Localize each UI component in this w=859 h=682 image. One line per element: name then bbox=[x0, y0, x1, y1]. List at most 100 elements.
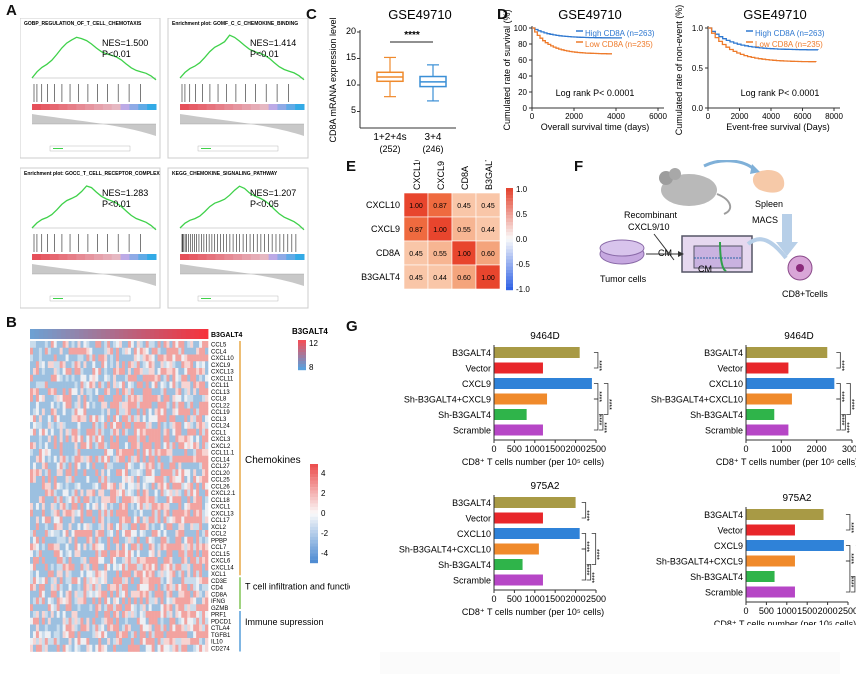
heat-cell bbox=[62, 644, 66, 652]
group2-n: (246) bbox=[422, 144, 443, 154]
heat-cell bbox=[145, 401, 149, 409]
heat-cell bbox=[142, 422, 146, 430]
heat-cell bbox=[199, 557, 203, 565]
heat-cell bbox=[68, 361, 72, 369]
corr-value: 0.60 bbox=[481, 251, 495, 258]
heat-cell bbox=[181, 489, 185, 497]
heat-cell bbox=[178, 617, 182, 625]
heat-cell bbox=[53, 530, 57, 538]
heat-cell bbox=[71, 455, 75, 463]
heat-cell bbox=[193, 543, 197, 551]
heat-cell bbox=[74, 509, 78, 517]
rank-bar-cell bbox=[94, 254, 104, 260]
heat-cell bbox=[53, 455, 57, 463]
heat-cell bbox=[62, 455, 66, 463]
heat-cell bbox=[71, 597, 75, 605]
heat-cell bbox=[113, 381, 117, 389]
heat-cell bbox=[62, 509, 66, 517]
heat-cell bbox=[199, 577, 203, 585]
heat-cell bbox=[107, 401, 111, 409]
heat-cell bbox=[166, 354, 170, 362]
heat-cell bbox=[169, 476, 173, 484]
heat-cell bbox=[80, 644, 84, 652]
heat-cell bbox=[83, 536, 87, 544]
heat-cell bbox=[68, 557, 72, 565]
heat-cell bbox=[190, 388, 194, 396]
heat-cell bbox=[160, 536, 164, 544]
corr-col-label: CXCL9 bbox=[436, 161, 446, 190]
heat-cell bbox=[47, 590, 52, 598]
scale-cell bbox=[310, 543, 318, 547]
heat-cell bbox=[175, 455, 179, 463]
heat-cell bbox=[154, 617, 158, 625]
heat-cell bbox=[196, 496, 200, 504]
heat-cell bbox=[175, 368, 179, 376]
heat-cell bbox=[127, 624, 132, 632]
heat-cell bbox=[98, 503, 102, 511]
heat-cell bbox=[172, 590, 176, 598]
heat-cell bbox=[104, 442, 108, 450]
heat-cell bbox=[190, 347, 194, 355]
heat-cell bbox=[80, 435, 84, 443]
heat-cell bbox=[95, 631, 99, 639]
heat-cell bbox=[53, 536, 57, 544]
heat-cell bbox=[30, 401, 34, 409]
heat-cell bbox=[133, 388, 138, 396]
heat-cell bbox=[172, 584, 176, 592]
heat-cell bbox=[89, 428, 93, 436]
heat-cell bbox=[133, 638, 138, 646]
heat-cell bbox=[202, 361, 206, 369]
heat-cell bbox=[110, 496, 114, 504]
heat-cell bbox=[142, 496, 146, 504]
heat-cell bbox=[139, 644, 144, 652]
rank-bar-cell bbox=[215, 254, 225, 260]
heat-cell bbox=[184, 617, 188, 625]
heat-cell bbox=[32, 617, 37, 625]
heat-cell bbox=[92, 489, 96, 497]
heat-cell bbox=[133, 341, 138, 349]
heat-cell bbox=[32, 449, 37, 457]
heat-cell bbox=[50, 422, 55, 430]
heat-cell bbox=[157, 401, 161, 409]
heat-cell bbox=[166, 523, 170, 531]
group1-label: 1+2+4s bbox=[373, 132, 406, 143]
heat-cell bbox=[124, 516, 129, 524]
heat-cell bbox=[136, 644, 141, 652]
heat-cell bbox=[139, 550, 144, 558]
heat-cell bbox=[166, 577, 170, 585]
heat-cell bbox=[110, 489, 114, 497]
heat-cell bbox=[56, 476, 60, 484]
heat-cell bbox=[30, 617, 34, 625]
heat-cell bbox=[127, 462, 132, 470]
heat-cell bbox=[38, 374, 43, 382]
heat-cell bbox=[83, 354, 87, 362]
annotation-cell bbox=[43, 329, 49, 339]
heat-cell bbox=[199, 570, 203, 578]
heat-cell bbox=[160, 577, 164, 585]
gene-label: CD8A bbox=[211, 592, 227, 598]
heat-cell bbox=[119, 557, 123, 565]
heat-cell bbox=[127, 557, 132, 565]
heat-cell bbox=[68, 577, 72, 585]
heat-cell bbox=[199, 496, 203, 504]
heat-cell bbox=[53, 388, 57, 396]
heat-cell bbox=[68, 374, 72, 382]
heat-cell bbox=[184, 590, 188, 598]
heat-cell bbox=[86, 395, 90, 403]
heat-cell bbox=[80, 482, 84, 490]
heat-cell bbox=[130, 489, 135, 497]
heat-cell bbox=[80, 503, 84, 511]
rank-bar-cell bbox=[295, 254, 305, 260]
heat-cell bbox=[47, 489, 52, 497]
heat-cell bbox=[32, 624, 37, 632]
heat-cell bbox=[68, 415, 72, 423]
heat-cell bbox=[59, 604, 63, 612]
bar bbox=[494, 574, 543, 586]
heat-cell bbox=[139, 374, 144, 382]
heat-cell bbox=[71, 368, 75, 376]
heat-cell bbox=[62, 381, 66, 389]
heat-cell bbox=[142, 381, 146, 389]
bar-category-label: Scramble bbox=[705, 426, 743, 436]
logrank-1: Log rank P< 0.0001 bbox=[556, 88, 635, 98]
heat-cell bbox=[44, 374, 49, 382]
